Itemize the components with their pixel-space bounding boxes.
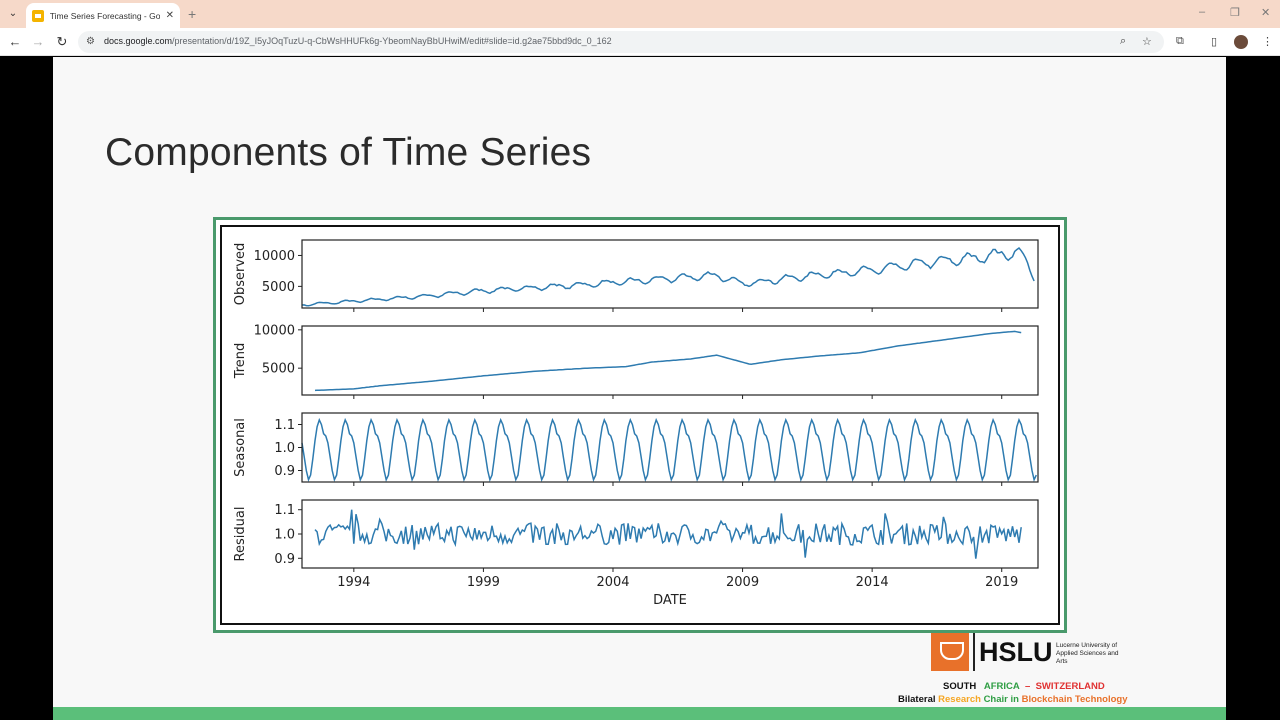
y-tick-label: 1.0 — [274, 528, 295, 543]
tagline-countries: SOUTH AFRICA – SWITZERLAND — [943, 681, 1105, 692]
slide-bottom-bar — [53, 707, 1226, 720]
figure-inner-border: 10000 5000 Observed 10000 5000 Trend 1.1 1.0 0.9… — [220, 225, 1060, 625]
slides-favicon-icon — [32, 9, 44, 22]
tab-search-icon[interactable]: ⌄ — [8, 7, 18, 19]
x-tick-label: 1994 — [337, 575, 370, 590]
slide-title: Components of Time Series — [105, 131, 592, 174]
series-line-seasonal — [301, 417, 1037, 482]
x-tick-label: 2009 — [726, 575, 759, 590]
hslu-logo: HSLU — [979, 637, 1053, 667]
browser-tabstrip: ⌄ Time Series Forecasting - Goog ✕ + – ❐… — [0, 0, 1280, 28]
address-bar[interactable]: ⚙ docs.google.com/presentation/d/19Z_I5y… — [78, 31, 1164, 53]
decomposition-chart: 10000 5000 Observed 10000 5000 Trend 1.1 1.0 0.9… — [233, 239, 1039, 608]
y-tick-label: 10000 — [254, 323, 295, 338]
tab-close-icon[interactable]: ✕ — [165, 10, 174, 21]
window-close-icon[interactable]: ✕ — [1261, 7, 1271, 19]
y-tick-label: 1.1 — [274, 418, 295, 433]
axes-box-trend — [301, 325, 1039, 396]
y-tick-label: 5000 — [262, 280, 295, 295]
y-tick-label: 1.1 — [274, 503, 295, 518]
reload-icon[interactable]: ↻ — [56, 34, 68, 49]
side-panel-icon[interactable]: ▯ — [1211, 36, 1218, 48]
y-axis-label-trend: Trend — [233, 343, 248, 380]
hslu-subtitle: Lucerne University of Applied Sciences a… — [1056, 642, 1119, 665]
y-tick-label: 0.9 — [274, 464, 295, 479]
y-tick-label: 1.0 — [274, 441, 295, 456]
y-tick-label: 5000 — [262, 362, 295, 377]
x-tick-label: 2004 — [596, 575, 629, 590]
axes-box-observed — [301, 239, 1039, 309]
browser-tab[interactable]: Time Series Forecasting - Goog ✕ — [26, 3, 180, 28]
minimize-icon[interactable]: – — [1199, 6, 1206, 18]
profile-avatar[interactable] — [1234, 35, 1248, 49]
x-axis-label: DATE — [653, 593, 687, 608]
zoom-icon[interactable]: ⌕ — [1120, 35, 1127, 47]
menu-kebab-icon[interactable]: ⋮ — [1262, 36, 1273, 48]
series-line-observed — [301, 246, 1035, 307]
y-axis-label-seasonal: Seasonal — [233, 418, 248, 477]
restore-icon[interactable]: ❐ — [1230, 7, 1240, 19]
extensions-icon[interactable]: ⧉ — [1176, 35, 1184, 47]
tab-title: Time Series Forecasting - Goog — [49, 10, 160, 21]
x-tick-label: 1999 — [467, 575, 500, 590]
back-icon[interactable]: ← — [8, 34, 22, 49]
new-tab-icon[interactable]: + — [188, 6, 197, 22]
y-axis-label-residual: Residual — [233, 507, 248, 562]
bookmark-star-icon[interactable]: ☆ — [1142, 36, 1152, 48]
series-line-trend — [314, 330, 1022, 392]
slide-canvas: Components of Time Series 10000 5000 Obser… — [53, 57, 1226, 720]
logo-divider — [973, 633, 975, 671]
figure-frame: 10000 5000 Observed 10000 5000 Trend 1.1 1.0 0.9… — [213, 217, 1067, 633]
site-info-icon[interactable]: ⚙ — [86, 36, 95, 47]
y-axis-label-observed: Observed — [233, 243, 248, 306]
y-tick-label: 0.9 — [274, 552, 295, 567]
series-line-residual — [314, 509, 1022, 559]
x-tick-label: 2019 — [985, 575, 1018, 590]
url-text: docs.google.com/presentation/d/19Z_I5yJO… — [104, 36, 612, 46]
x-tick-label: 2014 — [856, 575, 889, 590]
forward-icon[interactable]: → — [31, 34, 45, 49]
tagline-chair: Bilateral Research Chair in Blockchain T… — [898, 694, 1128, 705]
browser-toolbar: ← → ↻ ⚙ docs.google.com/presentation/d/1… — [0, 28, 1280, 56]
y-tick-label: 10000 — [254, 249, 295, 264]
university-crest-logo — [931, 633, 969, 671]
